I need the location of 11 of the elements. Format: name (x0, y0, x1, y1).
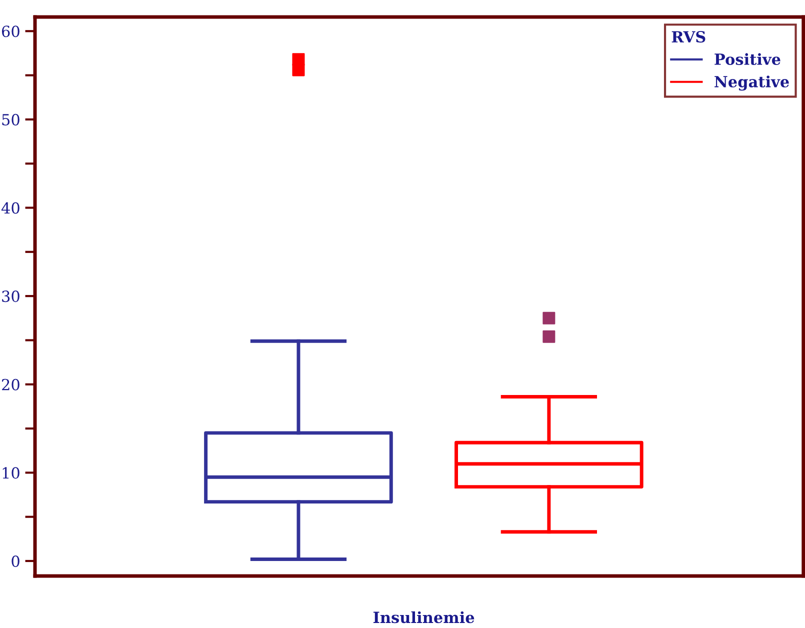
legend-label: Negative (714, 76, 789, 91)
y-tick-label: 0 (12, 555, 20, 568)
y-tick-label: 50 (2, 114, 20, 126)
y-tick-label: 40 (1, 202, 20, 214)
legend-label: Positive (714, 53, 780, 65)
legend-title: RVS (672, 31, 706, 43)
y-tick-label: 30 (2, 290, 20, 302)
x-axis-title: Insulinemie (373, 611, 474, 624)
y-tick-label: 60 (2, 26, 20, 38)
y-tick-label: 20 (2, 378, 20, 390)
y-tick-label: 10 (2, 467, 20, 479)
